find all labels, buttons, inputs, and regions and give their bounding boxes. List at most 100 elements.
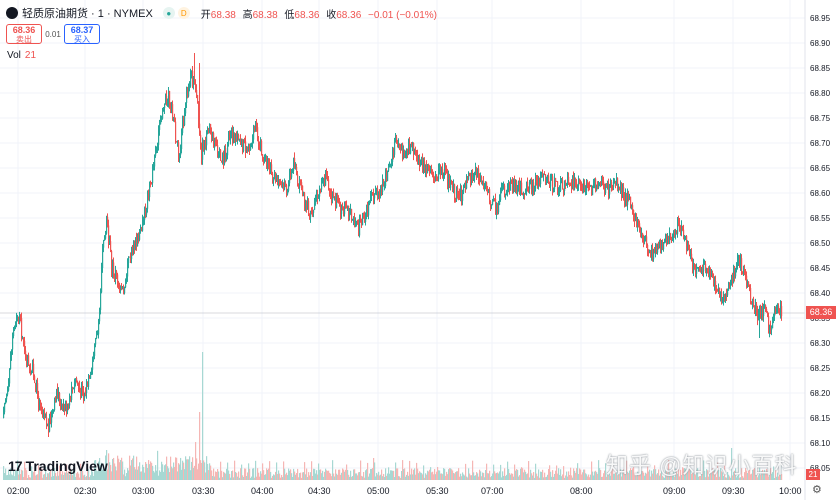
candle-body	[365, 216, 367, 223]
volume-bar	[154, 472, 156, 480]
candle-body	[754, 305, 756, 311]
volume-bar	[582, 472, 584, 480]
volume-bar	[410, 474, 412, 480]
volume-bar	[56, 476, 58, 480]
volume-bar	[317, 474, 319, 480]
volume-bar	[730, 477, 732, 480]
volume-bar	[297, 468, 299, 480]
volume-bar	[570, 467, 572, 480]
candle-body	[166, 95, 168, 104]
candle-body	[381, 189, 383, 192]
volume-bar	[776, 476, 778, 480]
candle-body	[659, 244, 661, 247]
buy-button[interactable]: 68.37 买入	[64, 24, 100, 44]
candle-body	[273, 178, 275, 182]
candle-body	[720, 292, 722, 297]
volume-bar	[266, 468, 268, 480]
candle-body	[746, 275, 748, 284]
volume-bar	[553, 476, 555, 480]
price-tick-label: 68.15	[810, 414, 831, 423]
volume-bar	[111, 471, 113, 480]
volume-bar	[328, 470, 330, 480]
price-tick-label: 68.25	[810, 364, 831, 373]
volume-bar	[395, 462, 397, 480]
volume-bar	[379, 475, 381, 480]
price-tick-label: 68.70	[810, 139, 831, 148]
volume-bar	[527, 473, 529, 480]
candle-body	[557, 181, 559, 194]
candle-body	[581, 185, 583, 187]
candle-body	[82, 386, 84, 392]
candle-body	[516, 181, 518, 194]
volume-bar	[529, 477, 531, 480]
candle-body	[374, 193, 376, 199]
volume-bar	[710, 464, 712, 480]
candle-body	[95, 338, 97, 345]
candle-body	[401, 143, 403, 150]
volume-bar	[584, 469, 586, 480]
candle-body	[434, 178, 436, 182]
volume-bar	[716, 477, 718, 480]
candle-body	[24, 340, 26, 351]
volume-bar	[633, 467, 635, 480]
candle-body	[668, 237, 670, 244]
candle-body	[33, 363, 35, 377]
candle-body	[157, 145, 159, 148]
volume-bar	[724, 462, 726, 480]
volume-bar	[223, 471, 225, 480]
candle-body	[748, 281, 750, 286]
volume-bar	[23, 476, 25, 480]
volume-bar	[522, 468, 524, 480]
volume-bar	[459, 476, 461, 480]
candle-body	[248, 143, 250, 150]
price-tick-label: 68.60	[810, 189, 831, 198]
volume-bar	[551, 476, 553, 480]
volume-bar	[437, 467, 439, 480]
volume-bar	[81, 468, 83, 480]
volume-bar	[41, 468, 43, 480]
candle-body	[257, 127, 259, 142]
candle-body	[183, 121, 185, 126]
candle-body	[458, 194, 460, 196]
candle-body	[202, 142, 204, 160]
candle-body	[439, 168, 441, 170]
tradingview-logo[interactable]: 17 TradingView	[8, 458, 108, 474]
price-tick-label: 68.05	[810, 464, 831, 473]
symbol-title[interactable]: 轻质原油期货 · 1 · NYMEX	[22, 8, 153, 20]
volume-bar	[509, 473, 511, 480]
volume-bar	[235, 471, 237, 480]
volume-bar	[353, 469, 355, 480]
price-tick-label: 68.65	[810, 164, 831, 173]
volume-bar	[374, 462, 376, 480]
candle-body	[530, 180, 532, 182]
volume-bar	[131, 460, 133, 480]
volume-bar	[72, 475, 74, 480]
settings-gear-icon[interactable]: ⚙	[812, 484, 822, 496]
volume-bar	[537, 476, 539, 480]
candle-body	[420, 160, 422, 166]
candle-body	[201, 145, 203, 160]
volume-bar	[68, 471, 70, 480]
candle-body	[351, 209, 353, 221]
candle-body	[708, 269, 710, 278]
volume-bar	[500, 464, 502, 480]
candle-body	[601, 179, 603, 184]
candle-body	[181, 132, 183, 150]
candle-body	[507, 186, 509, 192]
candle-body	[308, 200, 310, 216]
volume-bar	[123, 474, 125, 480]
candle-body	[681, 225, 683, 233]
volume-bar	[703, 460, 705, 480]
volume-bar	[262, 463, 264, 480]
sell-button[interactable]: 68.36 卖出	[6, 24, 42, 44]
volume-bar	[248, 463, 250, 480]
volume-bar	[540, 471, 542, 480]
volume-bar	[770, 468, 772, 480]
candle-body	[332, 191, 334, 201]
volume-bar	[408, 475, 410, 480]
volume-bar	[298, 477, 300, 480]
volume-bar	[246, 476, 248, 480]
volume-bar	[672, 474, 674, 480]
volume-bar	[303, 472, 305, 480]
